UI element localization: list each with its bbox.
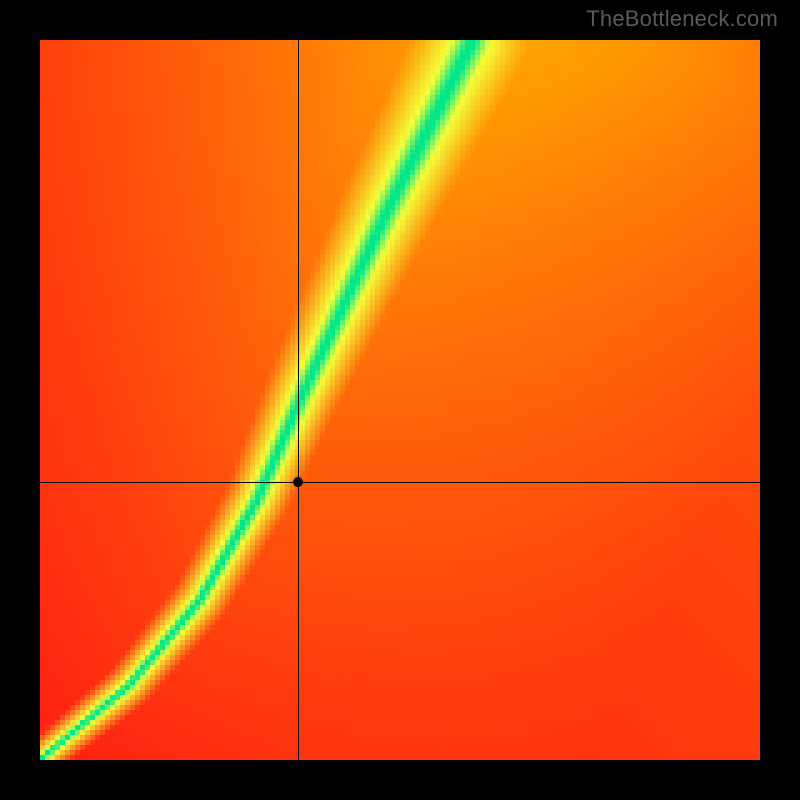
plot-frame xyxy=(40,40,760,760)
crosshair-vertical xyxy=(298,40,299,760)
watermark-text: TheBottleneck.com xyxy=(586,6,778,32)
heatmap-canvas xyxy=(40,40,760,760)
crosshair-marker xyxy=(293,477,303,487)
plot-area xyxy=(40,40,760,760)
crosshair-horizontal xyxy=(40,482,760,483)
